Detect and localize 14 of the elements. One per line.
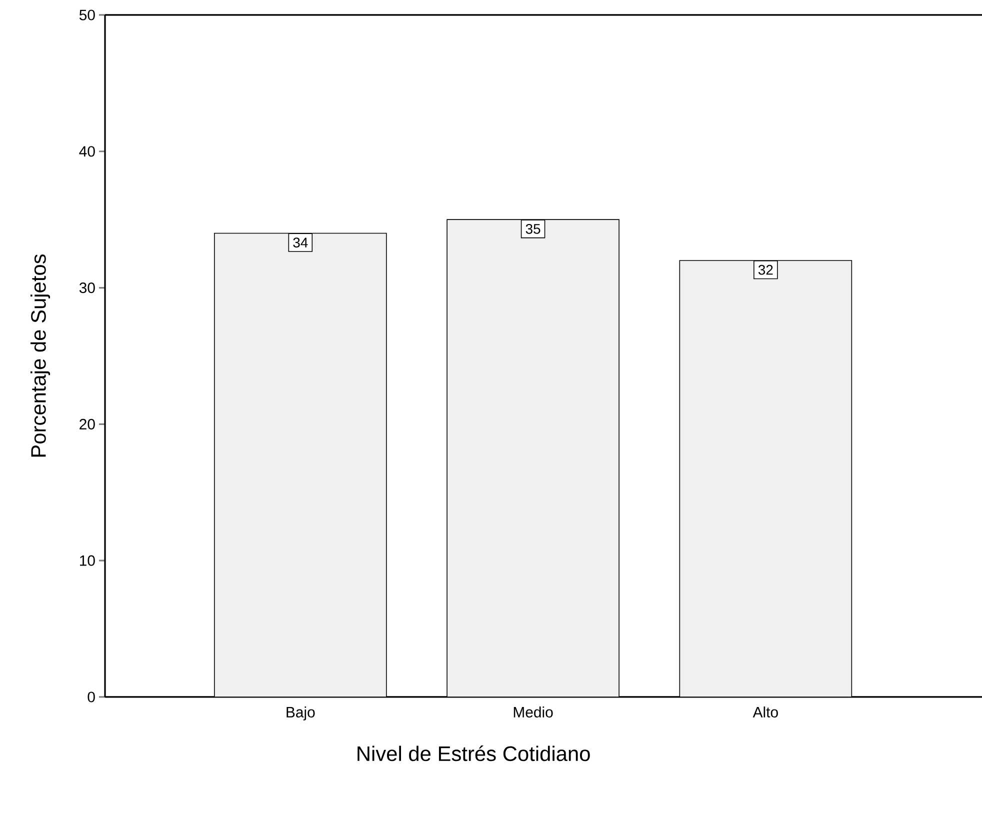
x-tick-label: Medio bbox=[514, 706, 553, 718]
y-tick-label: 0 bbox=[88, 692, 95, 702]
data-label: 32 bbox=[758, 264, 773, 275]
data-label: 34 bbox=[293, 238, 308, 248]
y-tick-label: 30 bbox=[79, 282, 95, 294]
x-tick-label: Bajo bbox=[286, 706, 315, 720]
y-tick-label: 10 bbox=[80, 555, 95, 566]
y-tick-label: 40 bbox=[79, 146, 95, 157]
x-axis-title: Nivel de Estrés Cotidiano bbox=[358, 746, 590, 762]
y-tick-label: 50 bbox=[79, 10, 95, 20]
x-tick-label: Alto bbox=[752, 706, 778, 718]
y-axis-title: Porcentaje de Sujetos bbox=[30, 254, 50, 457]
data-label: 35 bbox=[526, 224, 540, 234]
y-tick-label: 20 bbox=[80, 418, 95, 430]
